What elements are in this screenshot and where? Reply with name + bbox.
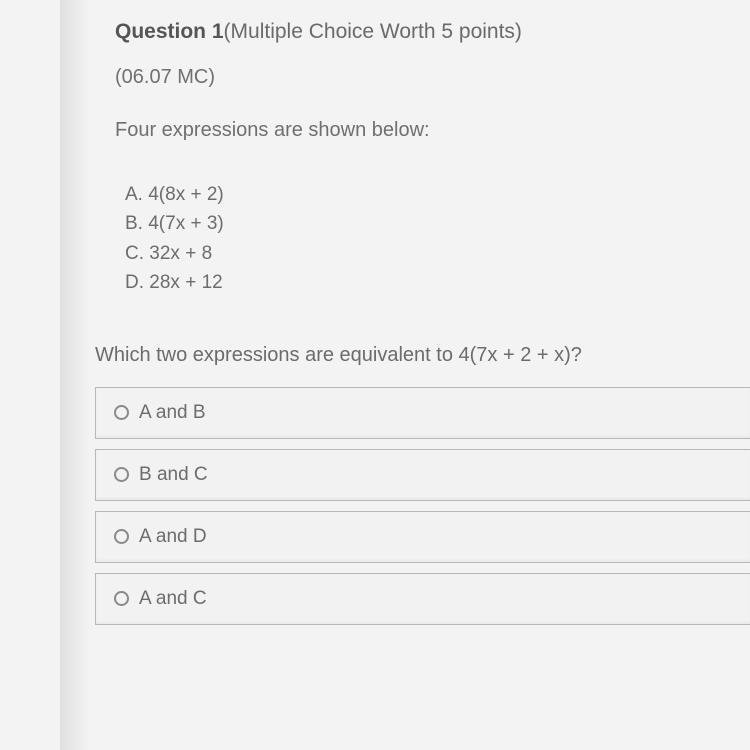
question-number: Question 1 (115, 20, 224, 43)
radio-icon (114, 405, 129, 420)
answer-options: A and B B and C A and D A and C (95, 387, 750, 625)
option-b-and-c[interactable]: B and C (95, 449, 750, 501)
radio-icon (114, 467, 129, 482)
option-label: A and C (139, 588, 207, 610)
option-a-and-b[interactable]: A and B (95, 387, 750, 439)
expression-b: B. 4(7x + 3) (125, 209, 750, 238)
expression-c: C. 32x + 8 (125, 239, 750, 268)
option-label: A and B (139, 402, 206, 424)
expression-d: D. 28x + 12 (125, 268, 750, 297)
question-worth: (Multiple Choice Worth 5 points) (224, 20, 522, 43)
option-label: A and D (139, 526, 207, 548)
option-a-and-c[interactable]: A and C (95, 573, 750, 625)
radio-icon (114, 529, 129, 544)
question-code: (06.07 MC) (115, 66, 750, 89)
expression-list: A. 4(8x + 2) B. 4(7x + 3) C. 32x + 8 D. … (115, 180, 750, 298)
question-header: Question 1(Multiple Choice Worth 5 point… (115, 20, 750, 44)
radio-icon (114, 591, 129, 606)
quiz-page: Question 1(Multiple Choice Worth 5 point… (0, 0, 750, 750)
expression-a: A. 4(8x + 2) (125, 180, 750, 209)
question-text: Which two expressions are equivalent to … (95, 344, 750, 367)
question-prompt: Four expressions are shown below: (115, 119, 750, 142)
quiz-content: Question 1(Multiple Choice Worth 5 point… (0, 20, 750, 625)
option-a-and-d[interactable]: A and D (95, 511, 750, 563)
option-label: B and C (139, 464, 208, 486)
